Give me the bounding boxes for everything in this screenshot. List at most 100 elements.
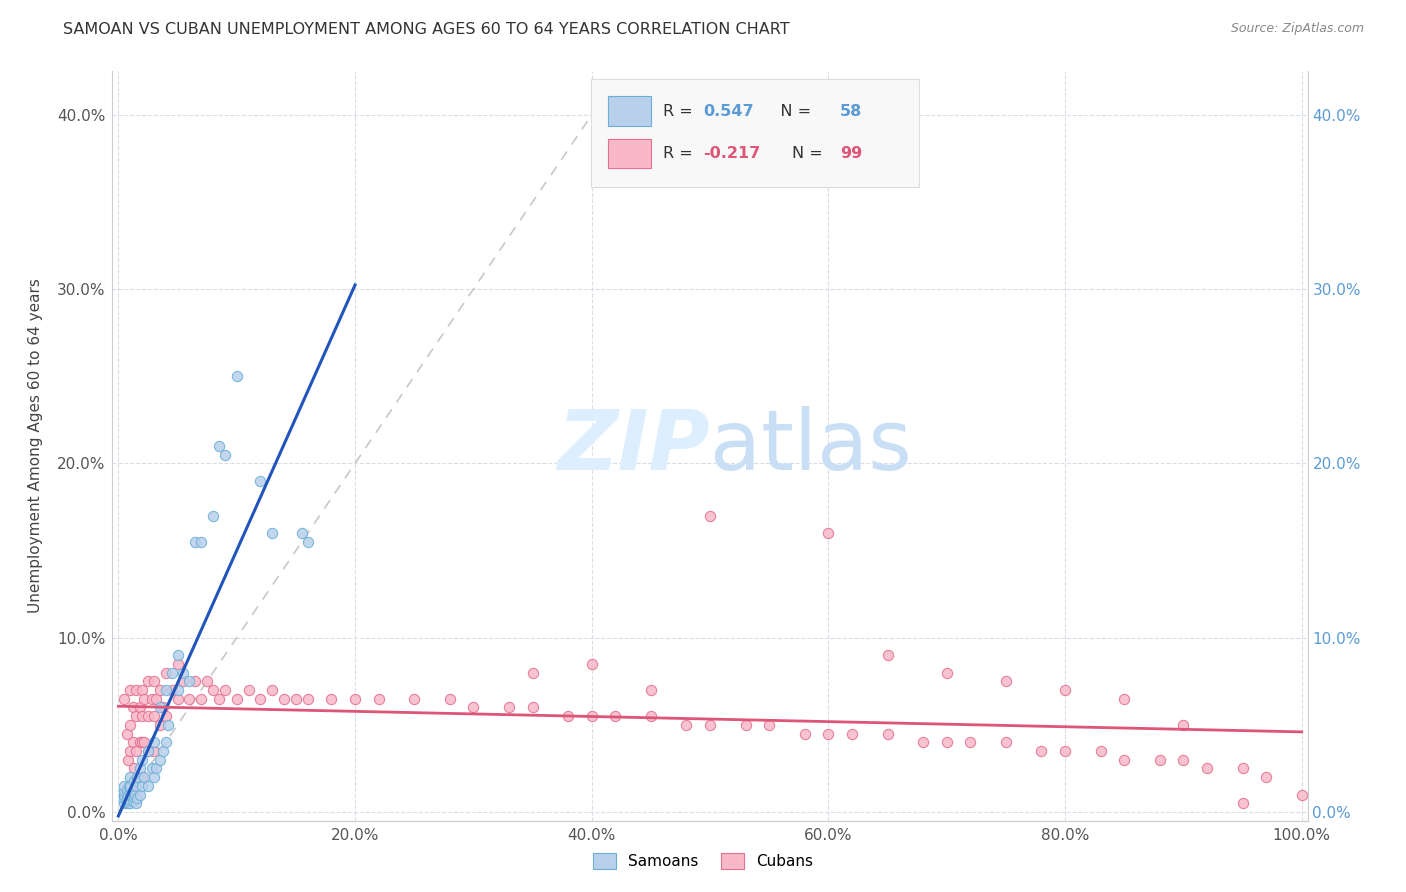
Point	[581, 709, 603, 723]
Point	[817, 726, 839, 740]
Point	[166, 691, 188, 706]
Point	[118, 779, 141, 793]
Point	[225, 369, 247, 384]
Point	[214, 682, 236, 697]
Point	[463, 700, 485, 714]
FancyBboxPatch shape	[609, 96, 651, 126]
Point	[120, 770, 142, 784]
Point	[128, 788, 150, 802]
Point	[238, 682, 260, 697]
Point	[120, 682, 142, 697]
Point	[142, 770, 165, 784]
Point	[581, 657, 603, 671]
Point	[160, 665, 183, 680]
Point	[699, 718, 721, 732]
Point	[128, 735, 150, 749]
Point	[125, 779, 148, 793]
Text: R =: R =	[664, 103, 699, 119]
Point	[1173, 753, 1195, 767]
Point	[190, 691, 212, 706]
Point	[122, 791, 145, 805]
Point	[959, 735, 981, 749]
Point	[1232, 796, 1254, 810]
Point	[557, 709, 579, 723]
Point	[249, 474, 271, 488]
Point	[344, 691, 367, 706]
Point	[675, 718, 697, 732]
Point	[128, 761, 150, 775]
Point	[321, 691, 343, 706]
Point	[152, 700, 174, 714]
Point	[911, 735, 934, 749]
Point	[404, 691, 426, 706]
Text: ZIP: ZIP	[557, 406, 710, 486]
Text: 58: 58	[841, 103, 862, 119]
FancyBboxPatch shape	[609, 139, 651, 169]
Point	[149, 682, 172, 697]
Point	[699, 508, 721, 523]
Point	[1114, 691, 1136, 706]
Point	[112, 791, 135, 805]
Point	[131, 709, 153, 723]
Point	[202, 508, 225, 523]
Point	[994, 735, 1017, 749]
Point	[131, 735, 153, 749]
Text: 99: 99	[841, 146, 862, 161]
Point	[127, 791, 149, 805]
Point	[120, 744, 142, 758]
Point	[149, 718, 172, 732]
Point	[134, 770, 156, 784]
Point	[208, 691, 231, 706]
Point	[1053, 682, 1076, 697]
Point	[112, 691, 135, 706]
Text: N =: N =	[793, 146, 828, 161]
Point	[117, 753, 139, 767]
Point	[605, 709, 627, 723]
Point	[166, 682, 188, 697]
Point	[758, 718, 780, 732]
Text: R =: R =	[664, 146, 699, 161]
Point	[120, 718, 142, 732]
Point	[172, 665, 194, 680]
Point	[136, 744, 159, 758]
Point	[367, 691, 389, 706]
Point	[876, 726, 898, 740]
Point	[131, 753, 153, 767]
Point	[115, 796, 138, 810]
Point	[142, 709, 165, 723]
Point	[121, 735, 143, 749]
Point	[115, 726, 138, 740]
Point	[125, 796, 148, 810]
Point	[208, 439, 231, 453]
Point	[817, 526, 839, 541]
Point	[1173, 718, 1195, 732]
Point	[121, 700, 143, 714]
Point	[841, 726, 863, 740]
Point	[262, 526, 284, 541]
Point	[734, 718, 756, 732]
Point	[935, 665, 957, 680]
Point	[184, 534, 207, 549]
Point	[131, 770, 153, 784]
Text: 0.547: 0.547	[703, 103, 754, 119]
Point	[134, 735, 156, 749]
Point	[155, 665, 177, 680]
Point	[142, 735, 165, 749]
Point	[117, 788, 139, 802]
Point	[1090, 744, 1112, 758]
FancyBboxPatch shape	[591, 78, 920, 187]
Point	[142, 674, 165, 689]
Point	[273, 691, 295, 706]
Point	[166, 648, 188, 662]
Point	[184, 674, 207, 689]
Point	[190, 534, 212, 549]
Point	[125, 779, 148, 793]
Point	[152, 744, 174, 758]
Point	[1114, 753, 1136, 767]
Point	[522, 700, 544, 714]
Point	[225, 691, 247, 706]
Point	[291, 526, 314, 541]
Point	[179, 674, 201, 689]
Point	[125, 709, 148, 723]
Point	[118, 795, 141, 809]
